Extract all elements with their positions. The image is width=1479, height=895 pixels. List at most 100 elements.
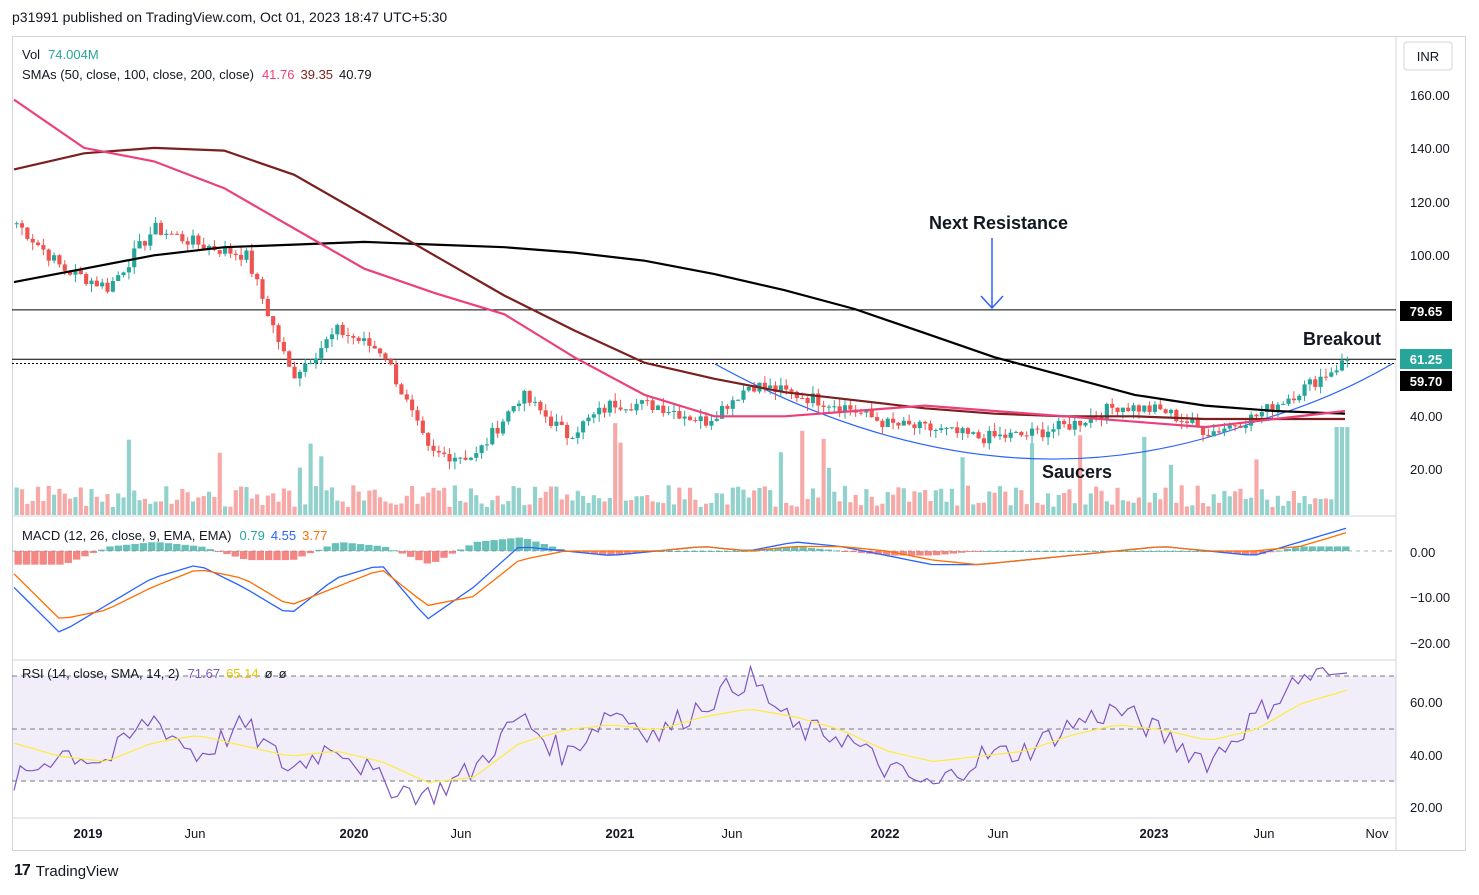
macd-histogram-bar [515, 537, 523, 551]
volume-bar [1088, 493, 1093, 515]
candle-body [84, 274, 89, 285]
candle-body [666, 411, 671, 414]
macd-histogram-bar [89, 551, 97, 553]
volume-bar [874, 505, 880, 515]
volume-bar [73, 497, 78, 515]
candle-body [933, 430, 938, 432]
candle-body [1190, 419, 1195, 423]
volume-bar [746, 497, 751, 515]
candle-body [340, 324, 345, 336]
candle-body [639, 400, 644, 404]
sma-lines [13, 98, 1346, 429]
candle-body [741, 390, 746, 400]
volume-bar [693, 499, 698, 515]
volume-bar [1195, 485, 1200, 515]
time-axis-tick: Jun [722, 826, 743, 841]
candle-body [955, 427, 960, 434]
sma50-legend-value: 41.76 [262, 67, 295, 82]
macd-histogram-bar [782, 547, 791, 551]
macd-histogram-bar [448, 551, 457, 554]
candle-body [1179, 421, 1184, 423]
candle-body [1307, 379, 1312, 385]
volume-bar [565, 494, 570, 515]
candle-body [383, 353, 388, 360]
volume-bar [532, 486, 538, 515]
candle-body [367, 338, 372, 346]
candle-body [1275, 404, 1280, 412]
macd-histogram-bar [674, 551, 682, 552]
candle-body [431, 445, 436, 451]
macd-histogram-bar [465, 545, 473, 551]
candle-body [586, 417, 591, 422]
time-axis-tick: 2022 [871, 826, 900, 841]
volume-bar [864, 489, 869, 515]
macd-histogram-bar [298, 551, 306, 557]
volume-bar [1179, 485, 1184, 515]
macd-histogram-bar [1233, 551, 1241, 554]
volume-bar [410, 486, 415, 515]
macd-histogram-bar [98, 549, 106, 551]
volume-bar [1323, 498, 1329, 515]
candle-body [987, 430, 992, 444]
candle-body [565, 424, 570, 439]
candle-body [404, 394, 409, 400]
candle-body [110, 281, 115, 292]
volume-bar [858, 505, 864, 515]
candle-body [928, 423, 933, 431]
volume-bar [500, 504, 506, 515]
candle-body [1110, 403, 1115, 408]
macd-histogram-bar [882, 551, 891, 556]
candle-body [714, 418, 719, 421]
macd-line [13, 527, 1347, 633]
volume-bar [1249, 497, 1254, 515]
candle-body [324, 339, 329, 349]
candle-body [217, 250, 222, 254]
volume-bar [1318, 498, 1323, 515]
volume-bar [923, 489, 928, 515]
volume-bar [821, 438, 826, 515]
candle-body [602, 407, 607, 413]
volume-bar [613, 423, 618, 515]
time-axis-tick: Jun [185, 826, 206, 841]
volume-bar [1056, 494, 1061, 515]
candle-body [901, 420, 906, 426]
volume-bar [794, 506, 799, 515]
volume-bar [987, 491, 992, 515]
candle-body [1136, 405, 1141, 412]
candle-body [1217, 431, 1222, 433]
candle-body [661, 405, 666, 414]
footer-brand[interactable]: 17 TradingView [14, 862, 118, 880]
volume-bar [313, 486, 319, 515]
candle-body [73, 270, 78, 275]
candle-body [495, 427, 500, 434]
macd-histogram-bar [832, 550, 841, 552]
volume-bar [180, 489, 185, 515]
macd-histogram-bar [590, 551, 598, 554]
resistance-arrow-head [980, 295, 1004, 310]
price-axis-tick: 140.00 [1410, 141, 1450, 156]
volume-bar [762, 486, 767, 515]
volume-bar [196, 497, 201, 515]
candle-body [1147, 405, 1152, 412]
candle-body [174, 233, 180, 235]
candle-body [190, 235, 196, 245]
macd-legend-label: MACD (12, 26, close, 9, EMA, EMA) [22, 528, 232, 543]
candle-body [62, 264, 67, 271]
volume-bar [1291, 491, 1296, 515]
macd-histogram-bar [548, 546, 557, 551]
macd-histogram-bar [916, 551, 924, 556]
volume-bar [249, 498, 254, 515]
volume-bar [682, 499, 687, 515]
currency-button[interactable] [1403, 41, 1453, 71]
time-axis-tick: Jun [988, 826, 1009, 841]
macd-histogram-bar [81, 551, 89, 557]
macd-signal-value: 3.77 [302, 528, 327, 543]
volume-bar [837, 501, 842, 515]
price-candles [14, 217, 1350, 470]
macd-histogram-bar [1342, 546, 1350, 551]
candle-body [126, 267, 131, 273]
candle-body [736, 399, 741, 401]
candle-body [976, 432, 981, 439]
macd-histogram-bar [306, 551, 315, 554]
